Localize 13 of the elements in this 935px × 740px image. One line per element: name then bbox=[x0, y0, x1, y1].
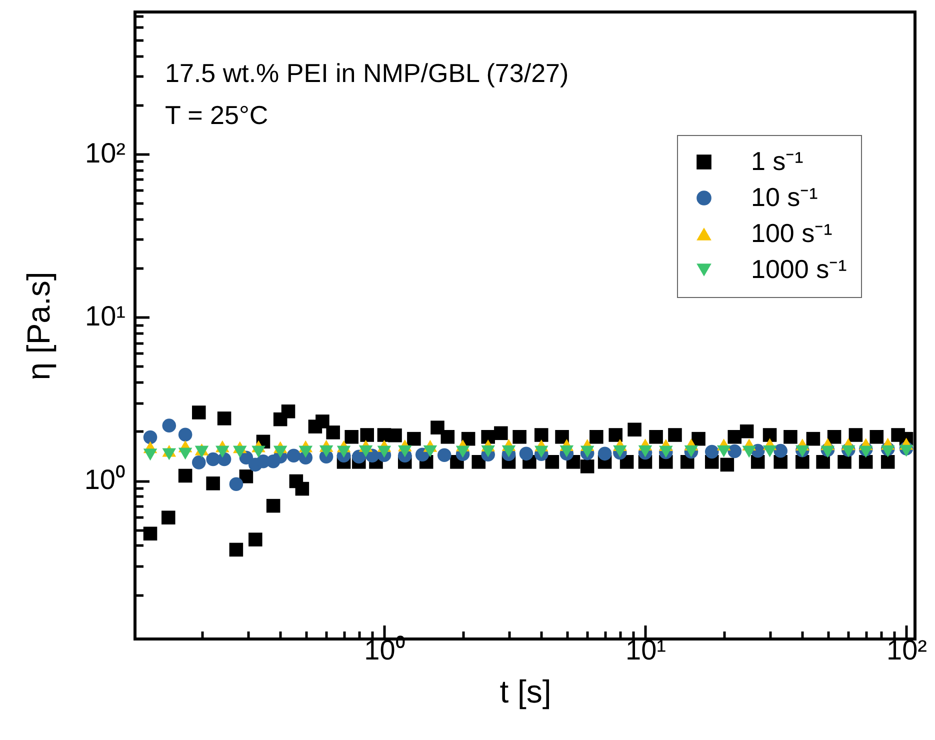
y-axis-title: η [Pa.s] bbox=[20, 272, 56, 380]
y-tick-label: 10¹ bbox=[85, 300, 126, 332]
annotation: 17.5 wt.% PEI in NMP/GBL (73/27) bbox=[165, 58, 569, 88]
y-tick-label: 10² bbox=[85, 137, 126, 168]
legend-label: 10 s⁻¹ bbox=[751, 182, 818, 212]
x-tick-label: 10¹ bbox=[626, 634, 666, 666]
legend-label: 1 s⁻¹ bbox=[751, 146, 804, 176]
y-tick-label: 10⁰ bbox=[84, 464, 126, 496]
x-tick-label: 10² bbox=[886, 634, 928, 666]
legend-label: 100 s⁻¹ bbox=[751, 218, 833, 248]
legend-label: 1000 s⁻¹ bbox=[751, 254, 848, 284]
x-axis-title: t [s] bbox=[500, 674, 552, 710]
annotation: T = 25°C bbox=[165, 100, 268, 130]
